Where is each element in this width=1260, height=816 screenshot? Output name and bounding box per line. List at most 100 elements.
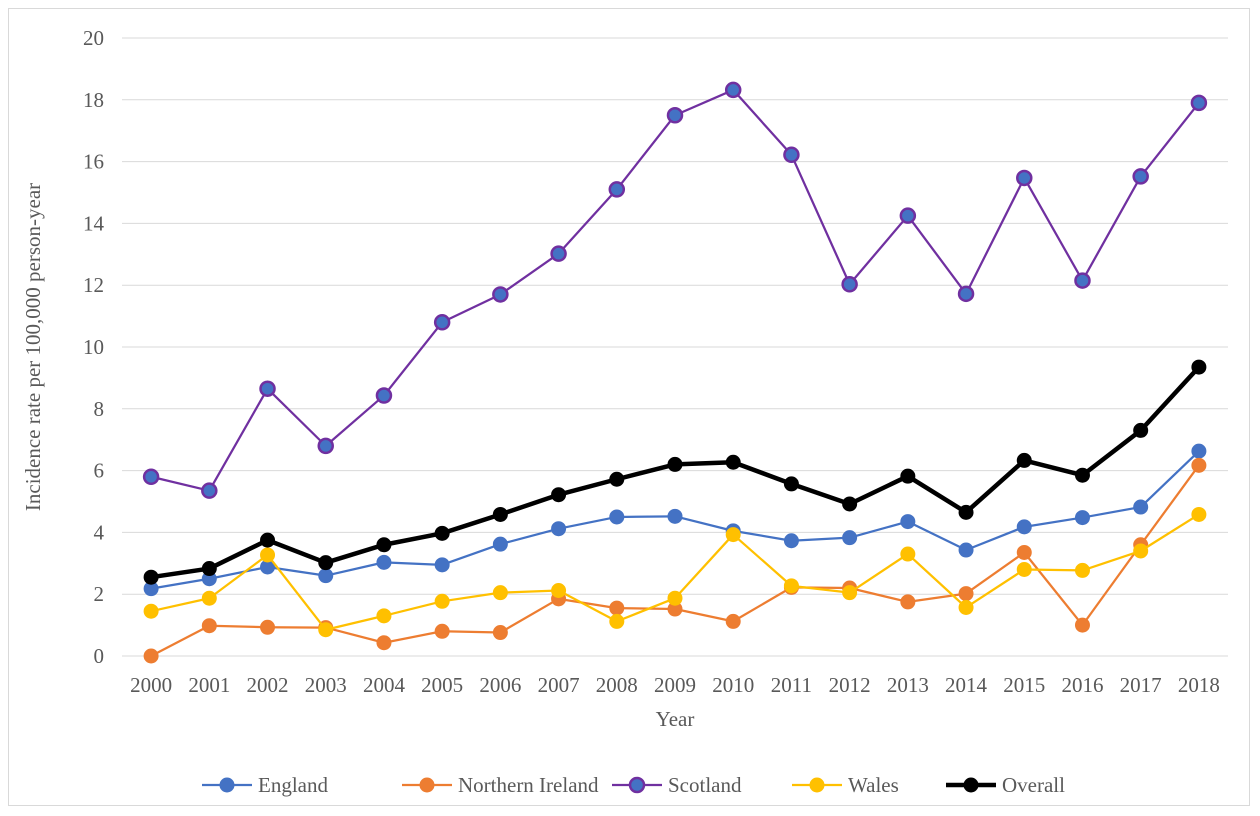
x-tick-label-2008: 2008 xyxy=(596,673,638,697)
data-point-2010 xyxy=(724,81,742,99)
data-point-2018 xyxy=(1191,359,1207,375)
x-tick-label-2004: 2004 xyxy=(363,673,406,697)
data-point-2013 xyxy=(900,546,916,562)
y-axis-tick-labels: 0 2 4 6 8 10 12 14 16 18 20 xyxy=(83,26,105,668)
series-wales xyxy=(143,506,1207,638)
data-point-2006 xyxy=(492,625,508,641)
gridlines xyxy=(122,37,1228,657)
data-point-2017 xyxy=(1133,499,1149,515)
series-england xyxy=(143,443,1207,597)
data-point-2001 xyxy=(201,590,217,606)
x-tick-label-2007: 2007 xyxy=(538,673,580,697)
data-point-2016 xyxy=(1074,510,1090,526)
legend-label: England xyxy=(258,773,328,797)
data-point-2018 xyxy=(1191,457,1207,473)
data-point-2008 xyxy=(608,181,626,198)
x-tick-label-2018: 2018 xyxy=(1178,673,1220,697)
data-point-2012 xyxy=(842,496,858,512)
data-point-2003 xyxy=(317,437,334,455)
series-line xyxy=(150,88,1200,492)
series-scotland xyxy=(142,81,1208,499)
legend-item-scotland: Scotland xyxy=(612,773,742,797)
data-point-2000 xyxy=(143,648,159,664)
data-point-2014 xyxy=(957,285,975,303)
data-point-2009 xyxy=(666,107,684,124)
legend-swatch-marker xyxy=(628,776,646,794)
data-point-2013 xyxy=(899,207,917,224)
data-point-2014 xyxy=(958,599,974,615)
data-point-2002 xyxy=(260,532,276,548)
legend-swatch-marker xyxy=(219,777,235,793)
data-point-2007 xyxy=(550,245,567,262)
data-point-2014 xyxy=(958,504,974,520)
data-point-2007 xyxy=(551,521,567,537)
data-point-2008 xyxy=(609,471,625,487)
series-line xyxy=(150,365,1201,580)
data-point-2005 xyxy=(433,314,451,331)
data-point-2018 xyxy=(1191,443,1207,459)
data-point-2005 xyxy=(434,557,450,573)
data-point-2006 xyxy=(492,536,508,552)
data-point-2018 xyxy=(1191,506,1207,522)
chart-frame xyxy=(8,8,1250,806)
y-tick-label-16: 16 xyxy=(83,150,104,174)
data-point-2016 xyxy=(1074,467,1090,483)
data-point-2007 xyxy=(551,487,567,503)
x-axis-tick-labels: 2000 2001 2002 2003 2004 2005 2006 2007 2008 2009… xyxy=(130,673,1220,697)
series-northern-ireland xyxy=(143,457,1207,664)
data-point-2015 xyxy=(1016,519,1032,535)
data-point-2006 xyxy=(492,585,508,601)
x-tick-label-2006: 2006 xyxy=(479,673,521,697)
data-point-2012 xyxy=(841,276,858,293)
x-tick-label-2005: 2005 xyxy=(421,673,463,697)
data-point-2001 xyxy=(201,618,217,634)
data-point-2013 xyxy=(900,468,916,484)
y-tick-label-4: 4 xyxy=(94,520,105,544)
series-line xyxy=(150,464,1200,657)
data-point-2003 xyxy=(318,568,334,584)
x-tick-label-2017: 2017 xyxy=(1120,673,1162,697)
legend-label: Northern Ireland xyxy=(458,773,599,797)
y-tick-label-12: 12 xyxy=(83,273,104,297)
x-tick-label-2013: 2013 xyxy=(887,673,929,697)
y-tick-label-20: 20 xyxy=(83,26,104,50)
data-point-2005 xyxy=(434,623,450,639)
data-point-2014 xyxy=(958,542,974,558)
legend-item-wales: Wales xyxy=(792,773,899,797)
data-point-2006 xyxy=(492,506,508,522)
data-point-2011 xyxy=(783,146,800,164)
data-point-2007 xyxy=(551,582,567,598)
y-tick-label-18: 18 xyxy=(83,88,104,112)
x-tick-label-2015: 2015 xyxy=(1003,673,1045,697)
data-point-2004 xyxy=(376,537,392,553)
legend-label: Scotland xyxy=(668,773,742,797)
data-point-2015 xyxy=(1016,561,1032,577)
x-tick-label-2010: 2010 xyxy=(712,673,754,697)
data-point-2011 xyxy=(783,533,799,549)
data-point-2008 xyxy=(609,509,625,525)
data-point-2012 xyxy=(842,585,858,601)
data-point-2017 xyxy=(1132,168,1149,185)
data-point-2002 xyxy=(259,380,276,397)
x-tick-label-2012: 2012 xyxy=(829,673,871,697)
data-point-2005 xyxy=(434,593,450,609)
data-point-2000 xyxy=(143,603,159,619)
data-point-2016 xyxy=(1074,272,1091,289)
data-point-2011 xyxy=(783,476,799,492)
x-tick-label-2011: 2011 xyxy=(771,673,812,697)
series-overall xyxy=(143,359,1207,585)
x-tick-label-2001: 2001 xyxy=(188,673,230,697)
x-axis-title: Year xyxy=(656,707,695,731)
y-axis-title: Incidence rate per 100,000 person-year xyxy=(21,183,45,511)
y-tick-label-6: 6 xyxy=(94,459,105,483)
data-point-2010 xyxy=(725,454,741,470)
data-point-2017 xyxy=(1133,422,1149,438)
data-point-2004 xyxy=(376,608,392,624)
legend-swatch-marker xyxy=(963,777,979,793)
data-point-2002 xyxy=(260,619,276,635)
legend-label: Wales xyxy=(848,773,899,797)
data-point-2003 xyxy=(318,622,334,638)
series-group xyxy=(142,81,1208,664)
data-point-2013 xyxy=(900,594,916,610)
